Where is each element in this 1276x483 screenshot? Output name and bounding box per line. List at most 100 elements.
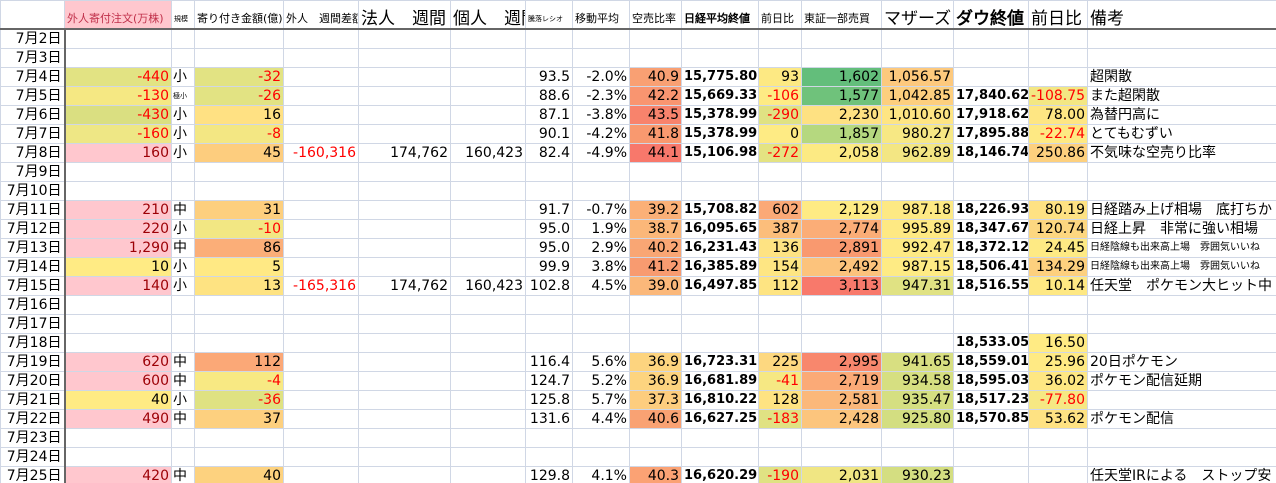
cell-nikkei-change[interactable] (758, 181, 802, 201)
cell-advance-decline-ratio[interactable] (525, 162, 573, 182)
cell-dow-change[interactable] (1028, 28, 1088, 49)
cell-tse-volume[interactable] (801, 28, 882, 49)
cell-individual-weekly[interactable] (450, 124, 526, 144)
cell-dow-close[interactable]: 18,559.01 (953, 352, 1029, 372)
cell-moving-average[interactable] (572, 295, 630, 315)
cell-moving-average[interactable]: -4.9% (572, 143, 630, 163)
cell-date[interactable]: 7月8日 (0, 143, 66, 163)
cell-foreign-orders[interactable]: 600 (64, 371, 172, 391)
cell-dow-change[interactable]: 24.45 (1028, 238, 1088, 258)
cell-mothers[interactable]: 1,056.57 (881, 67, 954, 87)
cell-nikkei-close[interactable]: 16,681.89 (681, 371, 759, 391)
cell-foreign-weekly[interactable] (283, 28, 359, 49)
header-advance-decline-ratio[interactable]: 騰落レシオ (525, 0, 573, 30)
cell-corporate-weekly[interactable] (358, 219, 451, 239)
cell-corporate-weekly[interactable] (358, 333, 451, 353)
cell-note[interactable] (1087, 162, 1276, 182)
cell-tse-volume[interactable]: 2,492 (801, 257, 882, 277)
cell-corporate-weekly[interactable] (358, 409, 451, 429)
cell-foreign-orders[interactable] (64, 162, 172, 182)
cell-corporate-weekly[interactable] (358, 162, 451, 182)
cell-note[interactable] (1087, 314, 1276, 334)
cell-advance-decline-ratio[interactable] (525, 48, 573, 68)
cell-mothers[interactable] (881, 314, 954, 334)
cell-advance-decline-ratio[interactable]: 93.5 (525, 67, 573, 87)
cell-dow-close[interactable] (953, 162, 1029, 182)
cell-mothers[interactable] (881, 162, 954, 182)
cell-mothers[interactable]: 1,042.85 (881, 86, 954, 106)
cell-foreign-orders[interactable]: 490 (64, 409, 172, 429)
cell-short-sell-ratio[interactable]: 38.7 (629, 219, 682, 239)
cell-advance-decline-ratio[interactable]: 90.1 (525, 124, 573, 144)
cell-date[interactable]: 7月5日 (0, 86, 66, 106)
cell-nikkei-close[interactable]: 15,378.99 (681, 105, 759, 125)
cell-date[interactable]: 7月6日 (0, 105, 66, 125)
cell-advance-decline-ratio[interactable] (525, 181, 573, 201)
cell-corporate-weekly[interactable] (358, 352, 451, 372)
header-foreign-weekly[interactable]: 外人 週間差額 (283, 0, 359, 30)
cell-tse-volume[interactable]: 2,428 (801, 409, 882, 429)
cell-dow-close[interactable]: 18,570.85 (953, 409, 1029, 429)
cell-nikkei-change[interactable]: -41 (758, 371, 802, 391)
cell-dow-close[interactable]: 17,895.88 (953, 124, 1029, 144)
cell-nikkei-close[interactable]: 16,620.29 (681, 466, 759, 483)
cell-date[interactable]: 7月3日 (0, 48, 66, 68)
cell-tse-volume[interactable] (801, 162, 882, 182)
cell-individual-weekly[interactable] (450, 428, 526, 448)
cell-nikkei-close[interactable] (681, 333, 759, 353)
cell-tse-volume[interactable]: 2,774 (801, 219, 882, 239)
cell-nikkei-change[interactable]: 602 (758, 200, 802, 220)
cell-tse-volume[interactable] (801, 181, 882, 201)
cell-tse-volume[interactable]: 2,995 (801, 352, 882, 372)
cell-mothers[interactable]: 930.23 (881, 466, 954, 483)
cell-foreign-weekly[interactable] (283, 86, 359, 106)
cell-opening-amount[interactable] (194, 447, 284, 467)
cell-short-sell-ratio[interactable] (629, 333, 682, 353)
cell-advance-decline-ratio[interactable]: 91.7 (525, 200, 573, 220)
cell-individual-weekly[interactable] (450, 238, 526, 258)
cell-nikkei-change[interactable]: -272 (758, 143, 802, 163)
cell-dow-change[interactable]: -108.75 (1028, 86, 1088, 106)
cell-individual-weekly[interactable] (450, 352, 526, 372)
cell-note[interactable]: 不気味な空売り比率 (1087, 143, 1276, 163)
header-short-sell-ratio[interactable]: 空売比率 (629, 0, 682, 30)
cell-foreign-orders[interactable] (64, 428, 172, 448)
cell-date[interactable]: 7月7日 (0, 124, 66, 144)
cell-advance-decline-ratio[interactable]: 88.6 (525, 86, 573, 106)
cell-nikkei-close[interactable] (681, 181, 759, 201)
cell-foreign-weekly[interactable] (283, 181, 359, 201)
cell-dow-close[interactable]: 18,146.74 (953, 143, 1029, 163)
header-moving-average[interactable]: 移動平均 (572, 0, 630, 30)
cell-dow-close[interactable]: 18,516.55 (953, 276, 1029, 296)
cell-foreign-weekly[interactable]: -165,316 (283, 276, 359, 296)
cell-opening-amount[interactable] (194, 428, 284, 448)
cell-moving-average[interactable] (572, 162, 630, 182)
cell-nikkei-change[interactable]: 93 (758, 67, 802, 87)
cell-size[interactable]: 小 (171, 105, 195, 125)
cell-nikkei-change[interactable] (758, 447, 802, 467)
cell-short-sell-ratio[interactable]: 36.9 (629, 352, 682, 372)
cell-opening-amount[interactable]: 5 (194, 257, 284, 277)
cell-tse-volume[interactable] (801, 295, 882, 315)
cell-nikkei-change[interactable]: -290 (758, 105, 802, 125)
cell-nikkei-change[interactable]: 387 (758, 219, 802, 239)
cell-size[interactable] (171, 295, 195, 315)
cell-date[interactable]: 7月19日 (0, 352, 66, 372)
cell-foreign-orders[interactable] (64, 314, 172, 334)
cell-opening-amount[interactable]: -10 (194, 219, 284, 239)
cell-individual-weekly[interactable] (450, 409, 526, 429)
cell-opening-amount[interactable] (194, 48, 284, 68)
cell-foreign-weekly[interactable] (283, 333, 359, 353)
cell-short-sell-ratio[interactable]: 41.2 (629, 257, 682, 277)
cell-size[interactable]: 中 (171, 371, 195, 391)
cell-tse-volume[interactable]: 2,581 (801, 390, 882, 410)
cell-individual-weekly[interactable] (450, 333, 526, 353)
cell-short-sell-ratio[interactable] (629, 447, 682, 467)
cell-size[interactable] (171, 314, 195, 334)
cell-dow-change[interactable] (1028, 314, 1088, 334)
cell-size[interactable]: 小 (171, 390, 195, 410)
cell-short-sell-ratio[interactable]: 40.3 (629, 466, 682, 483)
cell-note[interactable]: 為替円高に (1087, 105, 1276, 125)
cell-opening-amount[interactable]: -36 (194, 390, 284, 410)
cell-note[interactable]: 日経踏み上げ相場 底打ちか (1087, 200, 1276, 220)
